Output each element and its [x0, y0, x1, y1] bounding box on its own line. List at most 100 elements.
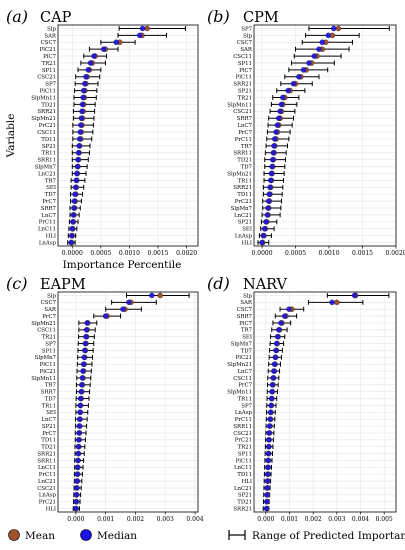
median-point: [266, 423, 273, 429]
median-point: [274, 122, 281, 128]
median-point: [74, 170, 80, 177]
median-point: [78, 122, 84, 128]
median-point: [265, 205, 271, 211]
median-point: [276, 115, 282, 121]
variable-label: CSC7: [41, 40, 57, 46]
median-point: [80, 87, 87, 94]
median-point: [265, 457, 271, 464]
panel-letter: (d): [207, 274, 230, 293]
variable-label: PrC7: [42, 199, 56, 205]
median-point: [73, 492, 80, 498]
median-point: [268, 395, 275, 402]
variable-label: SlpMn21: [227, 171, 252, 177]
median-point: [282, 313, 288, 319]
variable-label: TD11: [41, 438, 56, 444]
variable-label: SRR21: [233, 82, 252, 88]
median-point: [290, 80, 297, 87]
variable-label: TR11: [41, 151, 56, 157]
variable-label: SRR7: [41, 206, 57, 212]
median-point: [75, 156, 81, 163]
median-point: [330, 25, 337, 32]
x-tick-label: 0.0020: [386, 250, 405, 257]
plot-frame: [253, 291, 397, 513]
median-point: [276, 327, 282, 333]
variable-label: PrC11: [235, 137, 252, 143]
median-point: [79, 108, 85, 115]
variable-label: SRR11: [233, 424, 252, 430]
median-point: [266, 430, 272, 436]
median-point: [272, 354, 279, 361]
variable-label: SlpMn21: [31, 321, 56, 327]
median-point: [83, 74, 89, 80]
median-point: [120, 306, 126, 312]
variable-label: SRR11: [233, 151, 252, 157]
median-point: [285, 87, 291, 94]
median-point: [267, 177, 274, 184]
median-point: [267, 416, 273, 422]
median-point: [82, 80, 88, 87]
variable-label: TR21: [237, 95, 252, 101]
median-point: [71, 198, 78, 204]
variable-label: PrC7: [42, 431, 56, 437]
plot-frame: [253, 24, 397, 247]
median-point: [278, 320, 284, 326]
median-point: [300, 67, 307, 73]
median-point: [80, 368, 86, 374]
median-point: [76, 423, 83, 429]
median-point: [264, 212, 271, 218]
median-point: [78, 388, 84, 395]
variable-label: CSC21: [233, 431, 252, 437]
median-point: [296, 74, 302, 80]
median-point: [136, 32, 143, 39]
variable-label: SP7: [241, 403, 252, 409]
variable-label: SP21: [42, 424, 56, 430]
x-tick-label: 0.0010: [119, 250, 140, 257]
median-point: [69, 225, 76, 232]
variable-label: PlC21: [40, 47, 56, 53]
variable-label: PlC11: [40, 89, 56, 95]
median-point: [267, 409, 274, 416]
variable-label: LnC11: [38, 227, 56, 233]
median-point: [75, 443, 82, 450]
median-point: [87, 60, 94, 66]
variable-label: PlC21: [40, 369, 56, 375]
variable-label: TD7: [241, 348, 253, 354]
variable-label: SRR21: [37, 451, 56, 457]
variable-label: LnC7: [41, 417, 56, 423]
legend-median-marker: [80, 529, 92, 541]
variable-label: SAR: [44, 307, 57, 313]
median-point: [139, 25, 146, 32]
variable-label: HLI: [46, 234, 56, 240]
variable-label: CSC11: [233, 54, 252, 60]
median-point: [259, 239, 265, 246]
variable-label: TD11: [237, 192, 252, 198]
variable-label: TD7: [45, 396, 57, 402]
median-point: [265, 198, 272, 204]
variable-label: LnC7: [237, 123, 252, 129]
variable-label: SRR21: [37, 109, 56, 115]
variable-label: TD21: [41, 445, 56, 451]
panel-letter: (c): [6, 274, 27, 293]
x-tick-label: 0.0015: [352, 250, 373, 257]
variable-label: CSC21: [37, 75, 56, 81]
variable-label: SlpMn7: [231, 206, 253, 212]
median-point: [264, 498, 270, 505]
variable-label: SEI: [242, 335, 252, 341]
x-tick-label: 0.002: [127, 516, 144, 523]
median-point: [280, 94, 286, 101]
legend-range-label: Range of Predicted Importance: [252, 530, 405, 542]
median-point: [82, 347, 88, 354]
plot-frame: [57, 24, 199, 247]
mean-point: [157, 292, 163, 299]
median-point: [274, 333, 281, 340]
median-point: [76, 416, 83, 422]
median-point: [277, 108, 283, 115]
median-point: [80, 94, 86, 101]
variable-label: SP7: [241, 26, 252, 32]
x-tick-label: 0.004: [352, 516, 369, 523]
variable-label: SlpMn11: [31, 95, 56, 101]
